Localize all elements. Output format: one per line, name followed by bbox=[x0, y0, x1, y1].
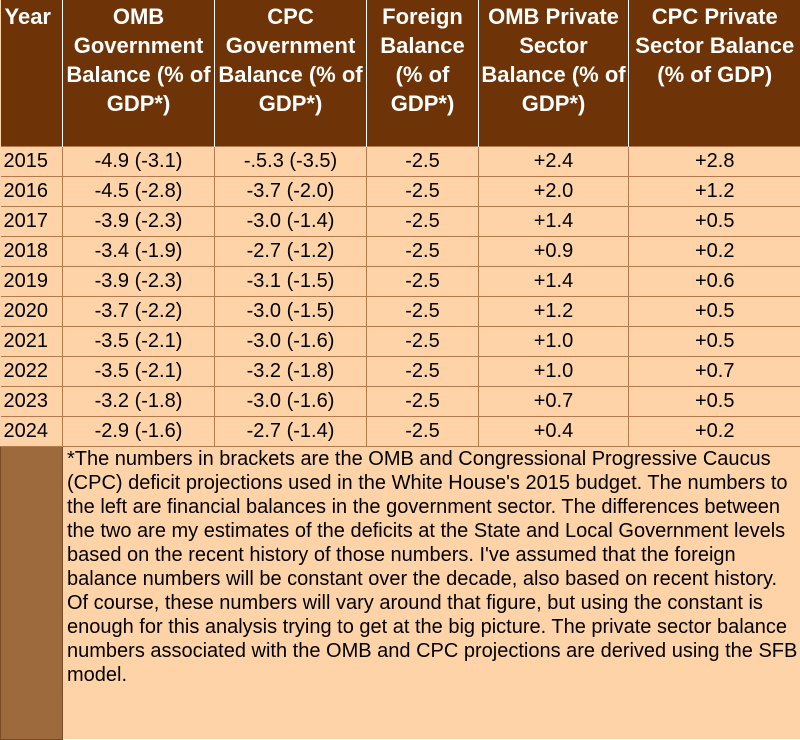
cell-cpc-gov: -3.0 (-1.6) bbox=[215, 387, 367, 417]
cell-foreign: -2.5 bbox=[367, 207, 479, 237]
cell-omb-gov: -3.5 (-2.1) bbox=[63, 357, 215, 387]
cell-cpc-gov: -3.2 (-1.8) bbox=[215, 357, 367, 387]
cell-omb-gov: -3.4 (-1.9) bbox=[63, 237, 215, 267]
cell-year: 2017 bbox=[1, 207, 63, 237]
cell-year: 2019 bbox=[1, 267, 63, 297]
cell-cpc-private: +0.5 bbox=[629, 297, 800, 327]
cell-omb-private: +1.0 bbox=[479, 327, 629, 357]
cell-foreign: -2.5 bbox=[367, 237, 479, 267]
table-row: 2022 -3.5 (-2.1) -3.2 (-1.8) -2.5 +1.0 +… bbox=[1, 357, 800, 387]
cell-omb-gov: -4.9 (-3.1) bbox=[63, 147, 215, 177]
cell-cpc-private: +2.8 bbox=[629, 147, 800, 177]
cell-cpc-gov: -3.0 (-1.5) bbox=[215, 297, 367, 327]
table-row: 2024 -2.9 (-1.6) -2.7 (-1.4) -2.5 +0.4 +… bbox=[1, 417, 800, 447]
cell-omb-private: +2.0 bbox=[479, 177, 629, 207]
cell-foreign: -2.5 bbox=[367, 387, 479, 417]
cell-omb-private: +0.4 bbox=[479, 417, 629, 447]
table-row: 2016 -4.5 (-2.8) -3.7 (-2.0) -2.5 +2.0 +… bbox=[1, 177, 800, 207]
cell-cpc-gov: -2.7 (-1.4) bbox=[215, 417, 367, 447]
cell-cpc-private: +0.5 bbox=[629, 387, 800, 417]
header-year: Year bbox=[1, 0, 63, 147]
cell-cpc-gov: -3.0 (-1.4) bbox=[215, 207, 367, 237]
cell-omb-private: +1.4 bbox=[479, 267, 629, 297]
table-row: 2019 -3.9 (-2.3) -3.1 (-1.5) -2.5 +1.4 +… bbox=[1, 267, 800, 297]
cell-year: 2018 bbox=[1, 237, 63, 267]
cell-omb-gov: -3.9 (-2.3) bbox=[63, 207, 215, 237]
cell-year: 2015 bbox=[1, 147, 63, 177]
cell-foreign: -2.5 bbox=[367, 177, 479, 207]
cell-year: 2023 bbox=[1, 387, 63, 417]
cell-omb-private: +0.7 bbox=[479, 387, 629, 417]
cell-foreign: -2.5 bbox=[367, 357, 479, 387]
cell-year: 2021 bbox=[1, 327, 63, 357]
cell-omb-private: +2.4 bbox=[479, 147, 629, 177]
cell-omb-private: +1.2 bbox=[479, 297, 629, 327]
cell-year: 2024 bbox=[1, 417, 63, 447]
header-row: Year OMB Government Balance (% of GDP*) … bbox=[1, 0, 800, 147]
cell-omb-gov: -3.9 (-2.3) bbox=[63, 267, 215, 297]
cell-foreign: -2.5 bbox=[367, 327, 479, 357]
cell-year: 2016 bbox=[1, 177, 63, 207]
cell-omb-gov: -2.9 (-1.6) bbox=[63, 417, 215, 447]
header-foreign-balance: Foreign Balance (% of GDP*) bbox=[367, 0, 479, 147]
cell-omb-private: +1.0 bbox=[479, 357, 629, 387]
cell-cpc-gov: -.5.3 (-3.5) bbox=[215, 147, 367, 177]
header-omb-private-sector-balance: OMB Private Sector Balance (% of GDP*) bbox=[479, 0, 629, 147]
cell-cpc-private: +0.7 bbox=[629, 357, 800, 387]
cell-omb-private: +0.9 bbox=[479, 237, 629, 267]
cell-omb-private: +1.4 bbox=[479, 207, 629, 237]
table-row: 2021 -3.5 (-2.1) -3.0 (-1.6) -2.5 +1.0 +… bbox=[1, 327, 800, 357]
header-cpc-private-sector-balance: CPC Private Sector Balance (% of GDP) bbox=[629, 0, 800, 147]
cell-cpc-gov: -3.7 (-2.0) bbox=[215, 177, 367, 207]
cell-year: 2022 bbox=[1, 357, 63, 387]
cell-cpc-private: +0.2 bbox=[629, 237, 800, 267]
table-row: 2023 -3.2 (-1.8) -3.0 (-1.6) -2.5 +0.7 +… bbox=[1, 387, 800, 417]
table-row: 2018 -3.4 (-1.9) -2.7 (-1.2) -2.5 +0.9 +… bbox=[1, 237, 800, 267]
table-row: 2020 -3.7 (-2.2) -3.0 (-1.5) -2.5 +1.2 +… bbox=[1, 297, 800, 327]
header-cpc-government-balance: CPC Government Balance (% of GDP*) bbox=[215, 0, 367, 147]
cell-cpc-gov: -2.7 (-1.2) bbox=[215, 237, 367, 267]
cell-cpc-private: +0.5 bbox=[629, 327, 800, 357]
cell-cpc-gov: -3.1 (-1.5) bbox=[215, 267, 367, 297]
cell-cpc-private: +0.6 bbox=[629, 267, 800, 297]
cell-cpc-gov: -3.0 (-1.6) bbox=[215, 327, 367, 357]
header-omb-government-balance: OMB Government Balance (% of GDP*) bbox=[63, 0, 215, 147]
table-row: 2017 -3.9 (-2.3) -3.0 (-1.4) -2.5 +1.4 +… bbox=[1, 207, 800, 237]
footnote-left-cell bbox=[1, 447, 63, 740]
cell-cpc-private: +1.2 bbox=[629, 177, 800, 207]
cell-foreign: -2.5 bbox=[367, 267, 479, 297]
cell-foreign: -2.5 bbox=[367, 297, 479, 327]
cell-omb-gov: -3.2 (-1.8) bbox=[63, 387, 215, 417]
cell-year: 2020 bbox=[1, 297, 63, 327]
cell-cpc-private: +0.2 bbox=[629, 417, 800, 447]
cell-foreign: -2.5 bbox=[367, 417, 479, 447]
cell-omb-gov: -4.5 (-2.8) bbox=[63, 177, 215, 207]
cell-cpc-private: +0.5 bbox=[629, 207, 800, 237]
table-row: 2015 -4.9 (-3.1) -.5.3 (-3.5) -2.5 +2.4 … bbox=[1, 147, 800, 177]
cell-omb-gov: -3.7 (-2.2) bbox=[63, 297, 215, 327]
cell-foreign: -2.5 bbox=[367, 147, 479, 177]
footnote-row: *The numbers in brackets are the OMB and… bbox=[1, 447, 800, 740]
cell-omb-gov: -3.5 (-2.1) bbox=[63, 327, 215, 357]
footnote-text: *The numbers in brackets are the OMB and… bbox=[63, 447, 800, 740]
